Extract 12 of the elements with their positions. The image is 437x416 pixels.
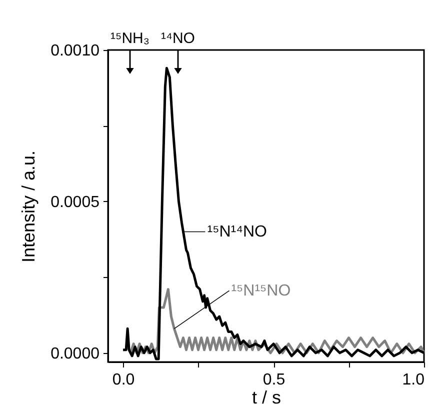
text: ¹⁴NO xyxy=(161,30,195,47)
x-tick-label: 0.0 xyxy=(112,372,135,388)
y-tick-label: 0.0005 xyxy=(50,194,100,211)
y-tick-label: 0.0000 xyxy=(50,345,100,362)
y-tick-label: 0.0010 xyxy=(50,42,100,60)
legend-label: ¹⁵N¹⁴NO xyxy=(207,224,267,241)
text: ¹⁵N¹⁵NO xyxy=(231,282,291,300)
x-axis-title: t / s xyxy=(252,388,282,408)
text: ¹⁵NH₃ xyxy=(110,30,150,47)
y-axis-title: Intensity / a.u. xyxy=(18,150,39,263)
x-tick-label: 0.5 xyxy=(262,372,286,388)
x-tick-label: 1.0 xyxy=(402,372,425,388)
